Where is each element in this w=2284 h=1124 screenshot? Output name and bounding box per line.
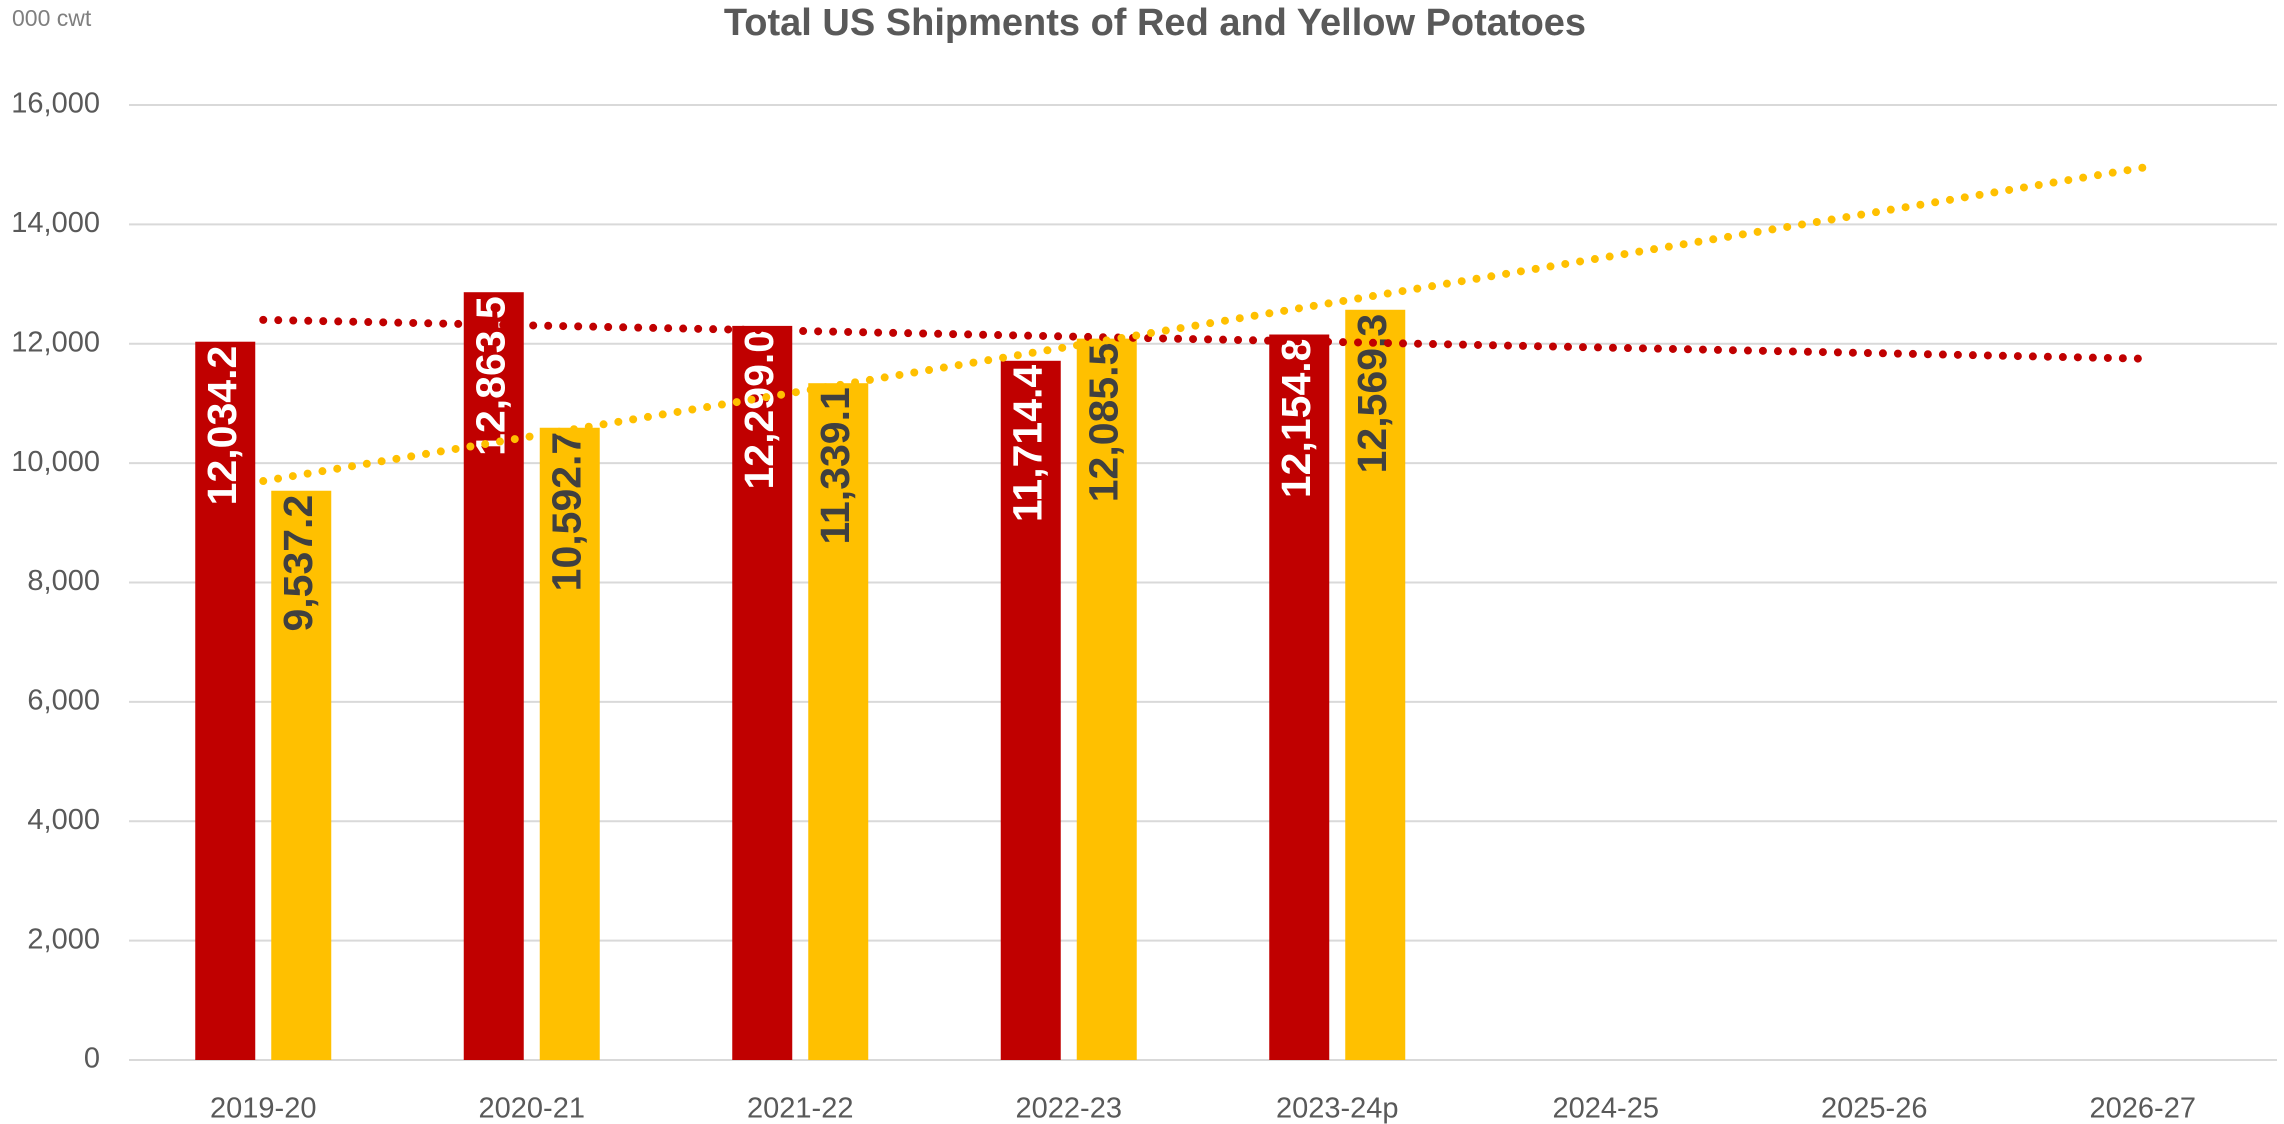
trendline — [259, 315, 2147, 363]
trendline — [259, 163, 2147, 486]
bar — [1269, 334, 1330, 1060]
y-tick-label: 12,000 — [11, 326, 100, 358]
y-tick-label: 14,000 — [11, 207, 100, 239]
data-label: 10,592.7 — [544, 432, 590, 592]
bar — [195, 341, 256, 1060]
x-tick-label: 2023-24p — [1276, 1093, 1399, 1124]
x-tick-label: 2025-26 — [1821, 1093, 1927, 1124]
data-label: 12,299.0 — [736, 330, 782, 490]
x-tick-label: 2026-27 — [2090, 1093, 2196, 1124]
x-tick-label: 2019-20 — [210, 1093, 316, 1124]
x-tick-label: 2021-22 — [747, 1093, 853, 1124]
data-label: 12,863.5 — [468, 296, 514, 456]
bar — [1000, 360, 1061, 1060]
bar — [808, 383, 869, 1060]
bar — [271, 490, 332, 1060]
data-label: 12,569.3 — [1349, 314, 1395, 474]
y-unit-label: 000 cwt — [12, 5, 92, 31]
y-tick-label: 8,000 — [27, 565, 100, 597]
data-label: 12,034.2 — [199, 346, 245, 506]
x-tick-label: 2024-25 — [1553, 1093, 1659, 1124]
y-tick-label: 16,000 — [11, 88, 100, 120]
bar — [539, 427, 600, 1060]
x-tick-label: 2020-21 — [479, 1093, 585, 1124]
data-label: 9,537.2 — [275, 495, 321, 632]
y-tick-label: 2,000 — [27, 923, 100, 955]
bar — [463, 292, 524, 1060]
bar — [1076, 338, 1137, 1060]
y-tick-label: 6,000 — [27, 685, 100, 717]
data-label: 12,154.8 — [1273, 339, 1319, 499]
y-tick-label: 0 — [84, 1043, 100, 1075]
chart-title: Total US Shipments of Red and Yellow Pot… — [724, 2, 1586, 44]
x-tick-label: 2022-23 — [1016, 1093, 1122, 1124]
bar — [732, 325, 793, 1060]
y-tick-label: 4,000 — [27, 804, 100, 836]
bar — [1345, 309, 1406, 1060]
data-label: 11,339.1 — [812, 387, 858, 544]
y-tick-label: 10,000 — [11, 446, 100, 478]
data-label: 12,085.5 — [1081, 343, 1127, 503]
data-label: 11,714.4 — [1005, 365, 1051, 523]
